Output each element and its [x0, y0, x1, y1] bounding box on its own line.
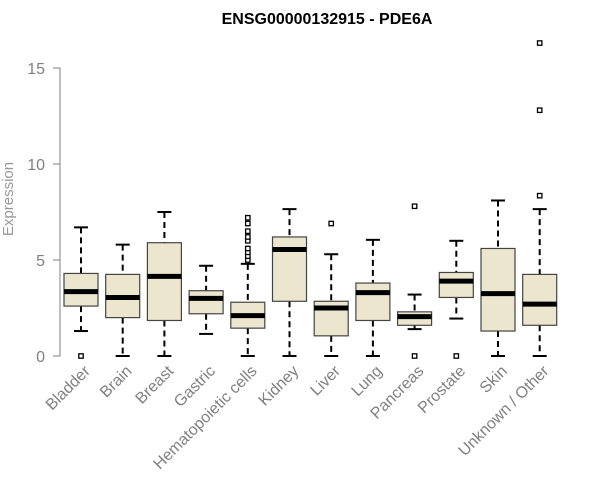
box-group: [63, 226, 99, 359]
box-group: [105, 243, 141, 357]
outlier-point: [244, 228, 251, 235]
x-tick-label: Breast: [133, 362, 178, 407]
box-group: [313, 220, 349, 357]
outlier-point: [244, 245, 251, 252]
outlier-point: [411, 353, 418, 359]
box-group: [522, 40, 558, 357]
x-tick-label: Bladder: [43, 362, 94, 413]
box-iqr: [271, 236, 308, 302]
y-tick-label: 0: [36, 349, 45, 366]
outlier-point: [244, 234, 251, 240]
box-iqr: [480, 247, 516, 332]
box-group: [188, 264, 224, 335]
box-group: [397, 203, 433, 359]
outlier-point: [244, 220, 251, 227]
y-axis: 0 5 10 15: [27, 61, 61, 366]
box-group: [230, 214, 266, 357]
box-group: [480, 199, 516, 357]
outlier-point: [244, 214, 251, 221]
y-axis-label: Expression: [0, 162, 17, 236]
x-tick-label: Liver: [307, 362, 344, 399]
box-iqr: [355, 282, 391, 322]
x-tick-label: Lung: [349, 363, 386, 400]
outlier-point: [536, 40, 543, 46]
x-tick-label: Kidney: [256, 363, 303, 410]
y-tick-label: 10: [27, 157, 45, 174]
box-iqr: [522, 273, 558, 326]
x-tick-label: Skin: [477, 363, 511, 397]
y-tick-label: 5: [36, 253, 45, 270]
outlier-point: [536, 192, 543, 199]
outlier-point: [411, 203, 418, 210]
box-group: [438, 239, 474, 359]
outlier-point: [328, 220, 335, 227]
box-iqr: [438, 271, 474, 299]
x-tick-label: Brain: [97, 363, 135, 401]
box-series: [63, 40, 558, 359]
box-group: [146, 211, 182, 357]
y-tick-label: 15: [27, 61, 45, 78]
box-iqr: [188, 290, 224, 315]
chart-title: ENSG00000132915 - PDE6A: [222, 11, 433, 28]
box-group: [355, 238, 391, 357]
outlier-point: [78, 353, 84, 359]
outlier-point: [536, 107, 543, 114]
outlier-point: [453, 353, 460, 359]
box-group: [271, 208, 308, 357]
box-iqr: [146, 242, 182, 322]
